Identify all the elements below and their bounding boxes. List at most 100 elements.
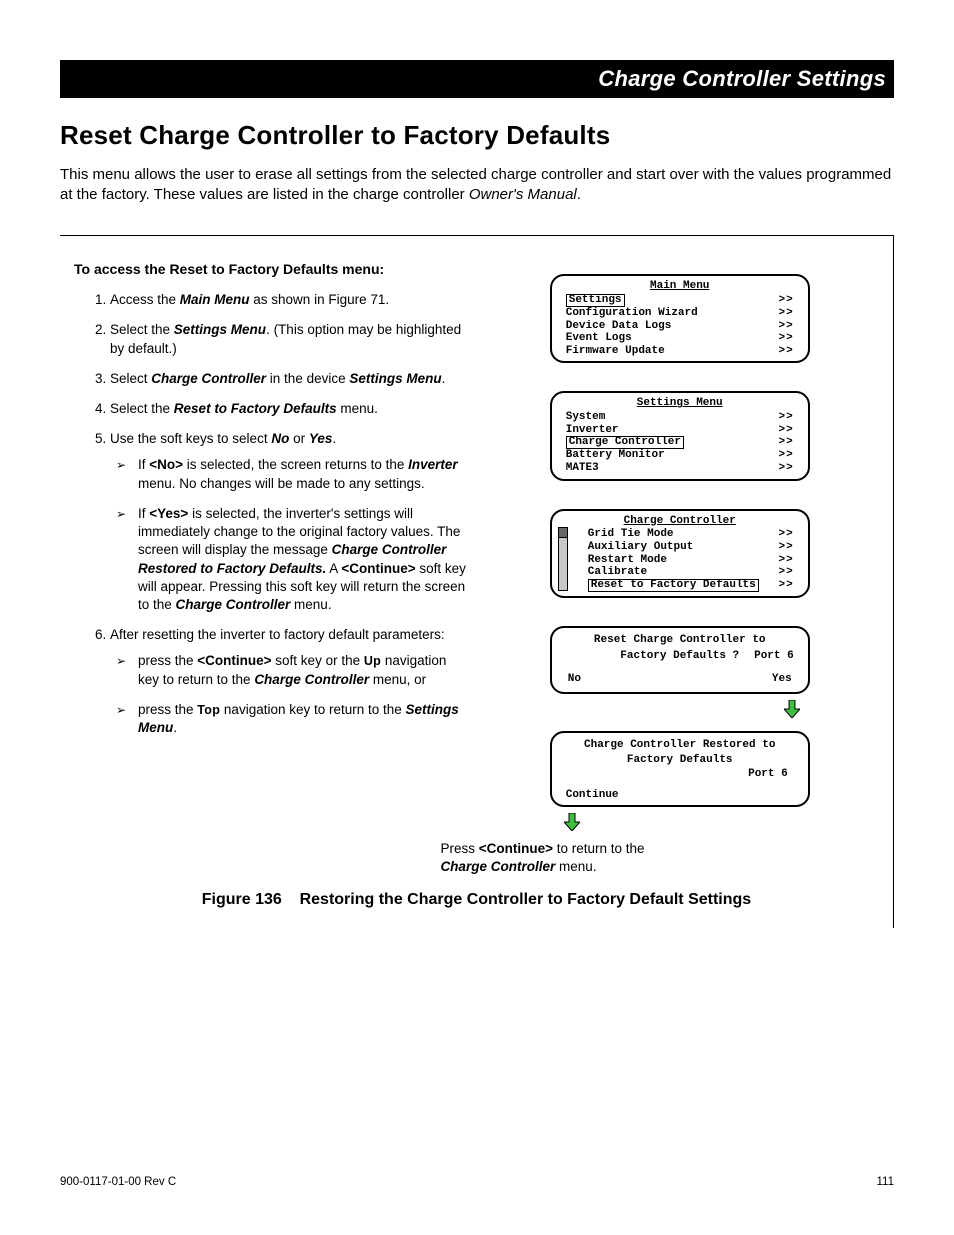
step-5ii-b: <Yes> — [149, 506, 188, 521]
step-5ii-i: menu. — [290, 597, 331, 612]
step-5ii-h: Charge Controller — [176, 597, 291, 612]
lcd4-no: No — [568, 673, 581, 686]
s6i-c: soft key or the — [272, 653, 364, 668]
step-6-continue: press the <Continue> soft key or the Up … — [138, 652, 468, 688]
s6i-a: press the — [138, 653, 197, 668]
lcd-confirm: Reset Charge Controller to Factory Defau… — [550, 626, 810, 694]
lcd4-line2: Factory Defaults ? — [620, 650, 739, 663]
step-3-b: Charge Controller — [151, 371, 266, 386]
s6i-g: menu, or — [369, 672, 426, 687]
lcd5-continue: Continue — [566, 787, 794, 802]
step-2-a: Select the — [110, 322, 174, 337]
press-note: Press <Continue> to return to the Charge… — [440, 840, 740, 876]
step-6: After resetting the inverter to factory … — [110, 626, 468, 737]
lcd-main-menu: Main Menu Settings>> Configuration Wizar… — [550, 274, 810, 363]
lcd5-line1: Charge Controller Restored to — [566, 737, 794, 753]
step-5ii-a: If — [138, 506, 149, 521]
screens-column: Main Menu Settings>> Configuration Wizar… — [480, 260, 879, 876]
s6ii-b: Top — [197, 703, 220, 717]
step-4-c: menu. — [337, 401, 378, 416]
lcd2-row-a0: Battery Monitor — [566, 449, 665, 462]
gt-icon: >> — [779, 554, 794, 567]
step-3-c: in the device — [266, 371, 349, 386]
step-3: Select Charge Controller in the device S… — [110, 370, 468, 388]
step-5-b: No — [271, 431, 289, 446]
lcd-settings-menu: Settings Menu System>> Inverter>> Charge… — [550, 391, 810, 480]
page-title: Reset Charge Controller to Factory Defau… — [60, 118, 894, 153]
step-4-b: Reset to Factory Defaults — [174, 401, 337, 416]
lcd2-selected: Charge Controller — [566, 436, 684, 449]
scrollbar-icon — [558, 527, 568, 591]
step-5: Use the soft keys to select No or Yes. I… — [110, 430, 468, 614]
s6ii-e: . — [173, 720, 177, 735]
lcd3-row1: Auxiliary Output — [566, 541, 694, 554]
intro-text-c: . — [577, 186, 581, 203]
s6i-f: Charge Controller — [254, 672, 369, 687]
press-note-e: menu. — [555, 859, 596, 874]
gt-icon: >> — [779, 345, 794, 358]
lcd4-line1: Reset Charge Controller to — [566, 632, 794, 648]
arrow-down-icon — [550, 813, 810, 836]
step-5-a: Use the soft keys to select — [110, 431, 271, 446]
press-note-b: <Continue> — [479, 841, 553, 856]
step-6-text: After resetting the inverter to factory … — [110, 627, 445, 642]
step-4: Select the Reset to Factory Defaults men… — [110, 400, 468, 418]
header-bar: Charge Controller Settings — [60, 60, 894, 98]
lcd4-port: Port 6 — [754, 650, 794, 663]
gt-icon: >> — [779, 566, 794, 579]
step-5-yes: If <Yes> is selected, the inverter's set… — [138, 505, 468, 614]
press-note-c: to return to the — [553, 841, 645, 856]
step-5-e: . — [332, 431, 336, 446]
gt-icon: >> — [779, 411, 794, 424]
gt-icon: >> — [779, 436, 794, 449]
lcd-charge-controller: Charge Controller Grid Tie Mode >> Auxili… — [550, 509, 810, 598]
step-1-c: as shown in Figure 71. — [250, 292, 390, 307]
step-4-a: Select the — [110, 401, 174, 416]
access-header: To access the Reset to Factory Defaults … — [74, 260, 468, 279]
step-5-c: or — [289, 431, 309, 446]
lcd3-row0: Grid Tie Mode — [566, 528, 674, 541]
step-5i-b: <No> — [149, 457, 183, 472]
gt-icon: >> — [779, 320, 794, 333]
step-5ii-f: <Continue> — [341, 561, 415, 576]
intro-paragraph: This menu allows the user to erase all s… — [60, 165, 894, 206]
gt-icon: >> — [779, 462, 794, 475]
lcd3-row3: Calibrate — [566, 566, 647, 579]
lcd3-row2: Restart Mode — [566, 554, 667, 567]
gt-icon: >> — [779, 528, 794, 541]
lcd2-row-b0: System — [566, 411, 606, 424]
gt-icon: >> — [779, 332, 794, 345]
lcd-restored: Charge Controller Restored to Factory De… — [550, 731, 810, 808]
lcd5-port: Port 6 — [566, 768, 794, 781]
step-5-no: If <No> is selected, the screen returns … — [138, 456, 468, 492]
lcd1-row3: Firmware Update — [566, 345, 665, 358]
lcd1-row0: Configuration Wizard — [566, 307, 698, 320]
s6ii-c: navigation key to return to the — [220, 702, 405, 717]
lcd1-row1: Device Data Logs — [566, 320, 672, 333]
press-note-a: Press — [440, 841, 478, 856]
figcap-num: Figure 136 — [202, 891, 282, 908]
gt-icon: >> — [779, 424, 794, 437]
lcd1-selected: Settings — [566, 294, 625, 307]
s6i-d: Up — [364, 654, 381, 668]
step-2: Select the Settings Menu. (This option m… — [110, 321, 468, 357]
step-2-b: Settings Menu — [174, 322, 266, 337]
step-3-e: . — [442, 371, 446, 386]
lcd3-title: Charge Controller — [566, 515, 794, 528]
step-5i-a: If — [138, 457, 149, 472]
lcd3-selected: Reset to Factory Defaults — [588, 579, 759, 592]
footer-page: 111 — [877, 1175, 894, 1191]
lcd2-row-b1: Inverter — [566, 424, 619, 437]
lcd4-yes: Yes — [772, 673, 792, 686]
arrow-down-icon — [550, 700, 810, 723]
step-3-a: Select — [110, 371, 151, 386]
figure-caption: Figure 136 Restoring the Charge Controll… — [74, 889, 879, 911]
footer: 900-0117-01-00 Rev C 111 — [60, 1175, 894, 1191]
s6ii-a: press the — [138, 702, 197, 717]
gt-icon: >> — [779, 579, 794, 592]
step-1-b: Main Menu — [180, 292, 250, 307]
step-3-d: Settings Menu — [349, 371, 441, 386]
step-1-a: Access the — [110, 292, 180, 307]
step-5i-c: is selected, the screen returns to the — [183, 457, 408, 472]
gt-icon: >> — [779, 307, 794, 320]
